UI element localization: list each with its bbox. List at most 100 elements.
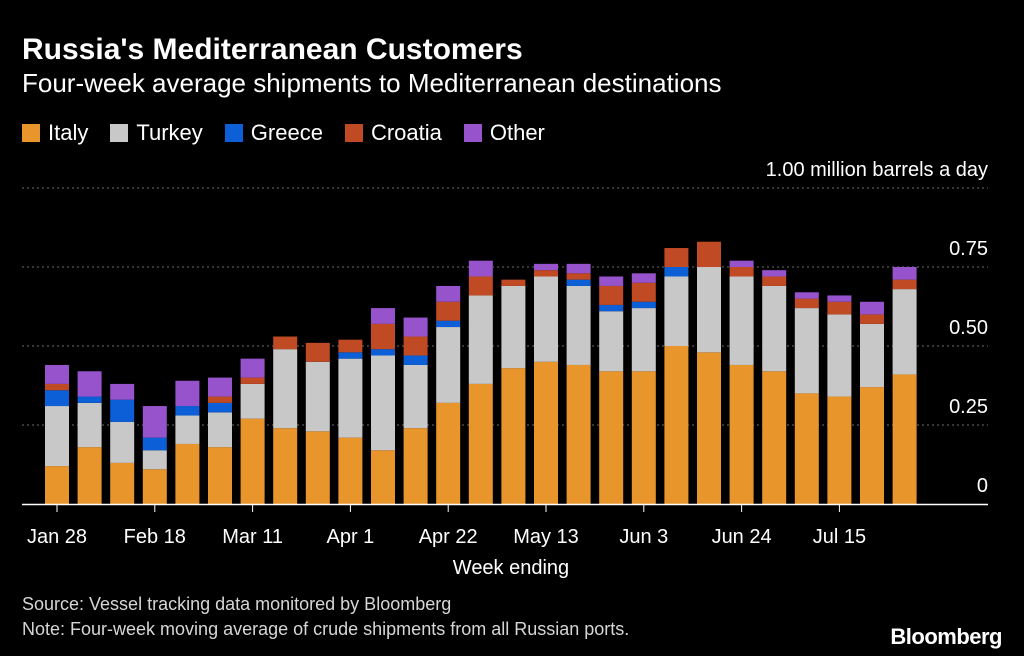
bar-segment-italy [827,396,852,504]
bar-segment-other [110,383,135,400]
legend-item-turkey: Turkey [110,120,203,146]
bar-segment-greece [338,352,363,359]
bar-segment-italy [45,466,69,504]
bar-segment-turkey [371,355,395,451]
bar-segment-other [436,285,461,302]
bar-segment-italy [501,368,526,504]
legend-label-greece: Greece [250,120,323,145]
bar-segment-other [534,263,558,271]
bar-segment-other [729,260,754,267]
legend-swatch-other [463,124,482,142]
bar-segment-italy [142,469,167,504]
bar-segment-other [403,317,428,337]
legend-label-croatia: Croatia [370,120,442,145]
bar-segment-italy [599,371,624,504]
bar-segment-turkey [534,276,558,362]
legend-label-other: Other [489,120,545,145]
bar-segment-italy [273,428,298,504]
bar-segment-greece [599,304,624,312]
bar-segment-turkey [892,289,917,375]
legend-swatch-croatia [344,124,363,142]
bar-segment-other [566,263,591,274]
x-tick-label: May 13 [513,526,579,548]
bar-segment-croatia [794,298,819,309]
bar-segment-other [794,292,819,299]
bar-segment-croatia [273,336,298,350]
bar-segment-other [468,260,493,277]
bar-segment-turkey [762,285,787,372]
bar-segment-turkey [110,421,135,463]
bar-segment-italy [110,462,135,504]
legend-label-turkey: Turkey [136,120,203,145]
bar-segment-italy [534,361,558,504]
bar-segment-croatia [208,396,232,403]
legend-item-croatia: Croatia [344,120,442,146]
bar-segment-croatia [697,241,721,267]
bar-segment-greece [664,267,689,277]
methodology-note: Note: Four-week moving average of crude … [22,619,630,639]
bar-segment-italy [208,447,232,504]
bar-segment-italy [371,450,395,504]
bar-segment-turkey [729,276,754,365]
x-tick-label: Jan 28 [27,526,87,548]
chart-legend: Italy Turkey Greece Croatia Other [22,118,567,148]
chart-subtitle: Four-week average shipments to Mediterra… [22,68,722,98]
bar-segment-italy [566,364,591,504]
bar-segment-croatia [729,267,754,277]
bar-segment-other [860,301,884,315]
bar-segment-turkey [697,267,721,353]
source-note: Source: Vessel tracking data monitored b… [22,594,452,614]
bar-segment-croatia [664,248,689,267]
bar-segment-italy [697,352,721,504]
bar-segment-other [208,377,232,397]
bar-segment-croatia [403,336,428,356]
bar-segment-italy [403,428,428,504]
bar-segment-croatia [827,301,852,315]
bar-segment-croatia [892,279,917,290]
bar-segment-other [371,308,395,324]
x-tick-label: Apr 22 [419,526,478,548]
bar-segment-other [827,295,852,302]
bar-segment-greece [208,402,232,413]
bar-segment-turkey [566,285,591,365]
bar-segment-greece [45,390,69,407]
bar-segment-croatia [436,301,461,321]
bar-segment-turkey [468,295,493,384]
bloomberg-logo: Bloomberg [890,624,1002,649]
x-tick-label: Jun 3 [619,526,668,548]
y-tick-label: 0 [977,475,988,497]
bar-segment-greece [371,349,395,356]
bar-segment-other [762,270,787,277]
bar-segment-turkey [664,276,689,346]
legend-swatch-turkey [110,124,129,142]
bar-segment-croatia [762,276,787,286]
bar-segment-turkey [305,361,330,432]
bar-segment-croatia [501,279,526,286]
chart-title: Russia's Mediterranean Customers [22,33,523,66]
y-tick-label: 0.50 [949,317,988,339]
bar-segment-greece [566,279,591,286]
bar-segment-italy [794,393,819,504]
bar-segment-croatia [599,285,624,305]
bar-segment-turkey [501,285,526,369]
bar-segment-croatia [534,270,558,277]
bar-segment-other [631,273,656,283]
bar-segment-italy [436,402,461,504]
bar-segment-italy [860,387,884,504]
bar-segment-turkey [45,406,69,467]
bar-segment-croatia [566,273,591,280]
bar-segment-other [892,267,917,280]
bar-segment-greece [631,301,656,309]
bar-segment-other [175,380,200,407]
bar-segment-italy [762,371,787,504]
x-tick-label: Jul 15 [813,526,866,548]
bar-segment-italy [305,431,330,504]
y-tick-label: 0.25 [949,396,988,418]
bar-segment-croatia [305,342,330,362]
bar-segment-croatia [371,323,395,350]
legend-item-italy: Italy [22,120,88,146]
x-tick-label: Jun 24 [712,526,772,548]
bar-segment-other [142,406,167,438]
bar-segment-italy [240,418,265,504]
bar-segment-turkey [631,308,656,372]
